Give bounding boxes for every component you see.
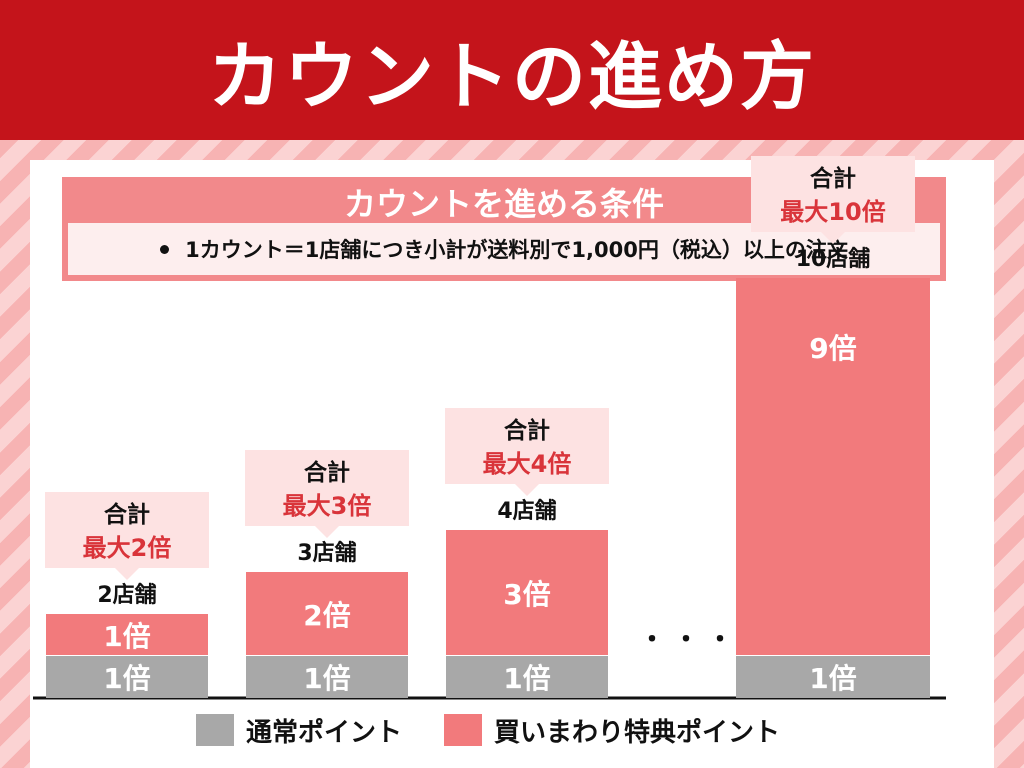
conditions-title: カウントを進める条件 <box>343 185 664 223</box>
total-callout-label-2: 合計 <box>504 417 550 444</box>
total-callout-2 <box>445 408 609 496</box>
bar-bonus-3 <box>736 278 930 655</box>
total-callout-label-0: 合計 <box>104 501 150 528</box>
total-callout-label-1: 合計 <box>304 459 350 486</box>
total-callout-value-3: 最大10倍 <box>780 198 885 226</box>
legend-item-base: 通常ポイント <box>196 712 402 749</box>
bar-label-bonus-2: 3倍 <box>503 578 550 611</box>
bar-label-bonus-0: 1倍 <box>103 620 150 653</box>
page-title: カウントの進め方 <box>208 33 816 120</box>
legend-item-bonus: 買いまわり特典ポイント <box>444 712 780 749</box>
category-label-0: 2店舗 <box>97 582 156 608</box>
header-banner: カウントの進め方 <box>0 0 1024 140</box>
bar-base-2 <box>446 656 608 698</box>
bar-base-3 <box>736 656 930 698</box>
total-callout-1 <box>245 450 409 538</box>
bar-label-base-1: 1倍 <box>303 662 350 695</box>
category-label-1: 3店舗 <box>297 540 356 566</box>
legend-swatch-bonus <box>444 714 483 746</box>
bar-bonus-1 <box>246 572 408 655</box>
total-callout-value-0: 最大2倍 <box>83 534 172 562</box>
category-label-3: 10店舗 <box>796 246 871 272</box>
conditions-body: 1カウント＝1店舗につき小計が送料別で1,000円（税込）以上の注文 <box>68 223 940 275</box>
bullet-icon <box>160 244 170 254</box>
total-callout-3 <box>751 156 915 244</box>
legend-label-base: 通常ポイント <box>246 717 403 748</box>
bar-label-bonus-3: 9倍 <box>809 332 856 365</box>
bar-base-0 <box>46 656 208 698</box>
gap-marker: ・・・ <box>639 625 741 655</box>
bar-label-base-2: 1倍 <box>503 662 550 695</box>
category-label-2: 4店舗 <box>497 498 556 524</box>
legend: 通常ポイント 買いまわり特典ポイント <box>196 712 822 748</box>
legend-swatch-base <box>196 714 234 746</box>
total-callout-label-3: 合計 <box>810 165 856 192</box>
bar-base-1 <box>246 656 408 698</box>
bar-label-base-3: 1倍 <box>809 662 856 695</box>
legend-label-bonus: 買いまわり特典ポイント <box>494 717 781 748</box>
bar-bonus-0 <box>46 614 208 655</box>
bar-label-bonus-1: 2倍 <box>303 599 350 632</box>
bar-bonus-2 <box>446 530 608 655</box>
total-callout-value-2: 最大4倍 <box>483 450 572 478</box>
condition-item: 1カウント＝1店舗につき小計が送料別で1,000円（税込）以上の注文 <box>185 238 848 262</box>
bar-label-base-0: 1倍 <box>103 662 150 695</box>
total-callout-value-1: 最大3倍 <box>283 492 372 520</box>
total-callout-0 <box>45 492 209 580</box>
